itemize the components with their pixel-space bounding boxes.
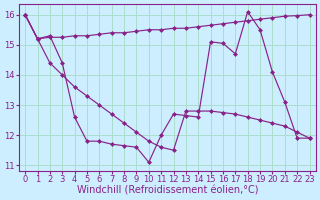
X-axis label: Windchill (Refroidissement éolien,°C): Windchill (Refroidissement éolien,°C): [76, 186, 258, 196]
